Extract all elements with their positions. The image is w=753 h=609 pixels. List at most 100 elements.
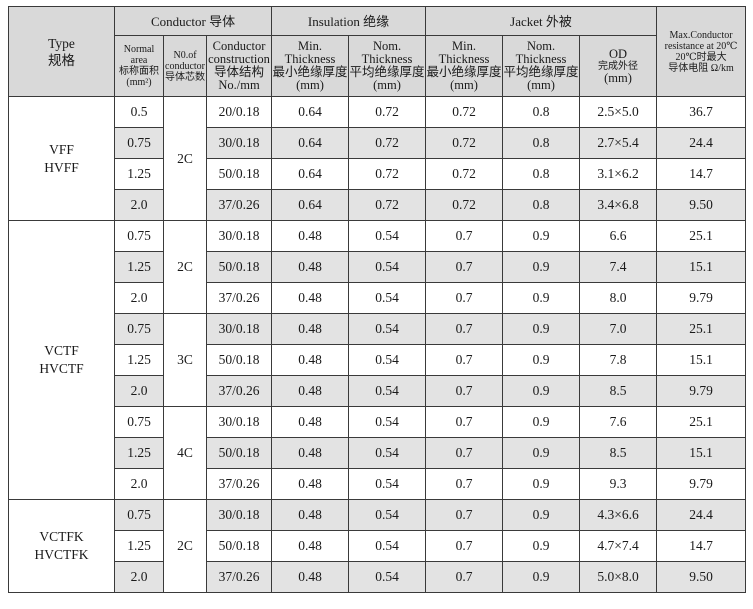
construction-cell: 50/0.18 <box>205 530 273 562</box>
table-row: 0.75 3C 30/0.18 0.48 0.54 0.7 0.9 7.0 25.1 <box>9 313 747 407</box>
area-cell: 0.5 <box>114 96 164 128</box>
ins-nom-cell: 0.54 <box>348 561 427 593</box>
cores-cell: 3C <box>163 313 207 407</box>
od-cell: 8.5 <box>579 375 658 407</box>
area-cell: 2.0 <box>114 561 164 593</box>
header-jacket: Jacket 外被 <box>425 6 658 36</box>
jac-nom-cell: 0.9 <box>502 561 581 593</box>
od-cell: 7.4 <box>579 251 658 283</box>
construction-cell: 37/0.26 <box>205 468 273 500</box>
resistance-cell: 25.1 <box>656 406 747 438</box>
cores-cell: 4C <box>163 406 207 500</box>
cores-cell: 2C <box>163 499 207 593</box>
header-normal-area: Normal area 标称面积 (mm²) <box>114 35 164 97</box>
header-insulation-label: Insulation 绝缘 <box>307 13 390 29</box>
ins-min-cell: 0.48 <box>271 530 350 562</box>
header-construction: Conductor construction 导体结构 No./mm <box>205 35 273 97</box>
type-name: HVCTFK <box>34 547 89 562</box>
resistance-cell: 9.79 <box>656 468 747 500</box>
header-conductor-label: Conductor 导体 <box>150 13 236 29</box>
table-row: 1.25 50/0.18 0.48 0.54 0.7 0.9 8.5 15.1 <box>9 437 747 469</box>
table-row: VFF HVFF 0.5 2C 20/0.18 0.64 0.72 0.72 0.8 2.5×5.… <box>8 96 747 221</box>
table-row: 2.0 37/0.26 0.64 0.72 0.72 0.8 3.4×6.8 9.50 <box>9 189 747 221</box>
od-cell: 7.0 <box>579 313 658 345</box>
construction-cell: 20/0.18 <box>205 96 273 128</box>
jac-nom-cell: 0.9 <box>502 375 581 407</box>
ins-min-cell: 0.64 <box>271 96 350 128</box>
ins-nom-cell: 0.72 <box>348 96 427 128</box>
construction-cell: 30/0.18 <box>205 127 273 159</box>
header-no-conductor-line: N0.of <box>173 49 197 61</box>
jac-min-cell: 0.7 <box>425 499 504 531</box>
ins-min-cell: 0.48 <box>271 468 350 500</box>
header-insulation-min-line: Min. <box>298 39 322 53</box>
header-max-resistance-line: 导体电阻 Ω/km <box>668 62 734 74</box>
header-insulation-min-line: 最小绝缘厚度 <box>272 65 348 79</box>
construction-cell: 37/0.26 <box>205 561 273 593</box>
jac-nom-cell: 0.9 <box>502 499 581 531</box>
resistance-cell: 14.7 <box>656 530 747 562</box>
jac-min-cell: 0.72 <box>425 189 504 221</box>
jac-min-cell: 0.7 <box>425 313 504 345</box>
od-cell: 4.7×7.4 <box>579 530 658 562</box>
type-cell: VCTF HVCTF <box>8 220 115 500</box>
jac-nom-cell: 0.9 <box>502 406 581 438</box>
construction-cell: 50/0.18 <box>205 251 273 283</box>
header-jacket-nom-line: Nom. <box>526 39 556 53</box>
area-cell: 1.25 <box>114 344 164 376</box>
jac-nom-cell: 0.9 <box>502 282 581 314</box>
ins-min-cell: 0.48 <box>271 344 350 376</box>
ins-nom-cell: 0.72 <box>348 127 427 159</box>
jac-nom-cell: 0.9 <box>502 437 581 469</box>
header-jacket-nom-line: Thickness <box>515 52 567 66</box>
jac-min-cell: 0.7 <box>425 406 504 438</box>
table-row: 0.75 30/0.18 0.64 0.72 0.72 0.8 2.7×5.4 24.4 <box>9 127 747 159</box>
header-od-line: 完成外径 <box>598 60 639 72</box>
type-name: HVCTF <box>39 361 84 376</box>
header-normal-area-line: area <box>130 55 148 66</box>
jac-min-cell: 0.7 <box>425 530 504 562</box>
ins-min-cell: 0.48 <box>271 251 350 283</box>
jac-min-cell: 0.72 <box>425 127 504 159</box>
resistance-cell: 15.1 <box>656 344 747 376</box>
header-insulation-min-line: (mm) <box>296 78 324 92</box>
header-max-resistance-line: resistance at 20℃ <box>664 40 738 52</box>
resistance-cell: 9.50 <box>656 189 747 221</box>
jac-nom-cell: 0.9 <box>502 468 581 500</box>
ins-min-cell: 0.48 <box>271 499 350 531</box>
header-insulation-min-line: Thickness <box>284 52 336 66</box>
jac-nom-cell: 0.8 <box>502 158 581 190</box>
jac-min-cell: 0.7 <box>425 344 504 376</box>
type-name: VCTF <box>44 343 79 358</box>
header-insulation-nom-line: (mm) <box>373 78 401 92</box>
ins-nom-cell: 0.54 <box>348 530 427 562</box>
header-jacket-min-line: 最小绝缘厚度 <box>426 65 502 79</box>
jac-min-cell: 0.7 <box>425 468 504 500</box>
od-cell: 7.6 <box>579 406 658 438</box>
jac-nom-cell: 0.8 <box>502 96 581 128</box>
ins-nom-cell: 0.54 <box>348 499 427 531</box>
od-cell: 3.1×6.2 <box>579 158 658 190</box>
area-cell: 1.25 <box>114 158 164 190</box>
ins-nom-cell: 0.54 <box>348 437 427 469</box>
jac-min-cell: 0.7 <box>425 282 504 314</box>
construction-cell: 50/0.18 <box>205 437 273 469</box>
header-construction-line: construction <box>208 52 270 66</box>
ins-min-cell: 0.48 <box>271 375 350 407</box>
construction-cell: 50/0.18 <box>205 344 273 376</box>
type-name: HVFF <box>44 159 79 175</box>
jac-nom-cell: 0.9 <box>502 530 581 562</box>
header-no-conductor-line: 导体芯数 <box>165 71 205 83</box>
od-cell: 4.3×6.6 <box>579 499 658 531</box>
jac-min-cell: 0.72 <box>425 96 504 128</box>
header-no-conductor: N0.of conductor 导体芯数 <box>163 35 207 97</box>
area-cell: 2.0 <box>114 375 164 407</box>
table-header: Type 规格 Conductor 导体 Insulation 绝缘 Jacke… <box>8 6 747 97</box>
header-construction-line: No./mm <box>218 78 260 92</box>
area-cell: 1.25 <box>114 251 164 283</box>
jac-nom-cell: 0.9 <box>502 313 581 345</box>
jac-nom-cell: 0.9 <box>502 344 581 376</box>
table-row: 2.0 37/0.26 0.48 0.54 0.7 0.9 9.3 9.79 <box>9 468 747 500</box>
construction-cell: 37/0.26 <box>205 375 273 407</box>
area-cell: 1.25 <box>114 437 164 469</box>
